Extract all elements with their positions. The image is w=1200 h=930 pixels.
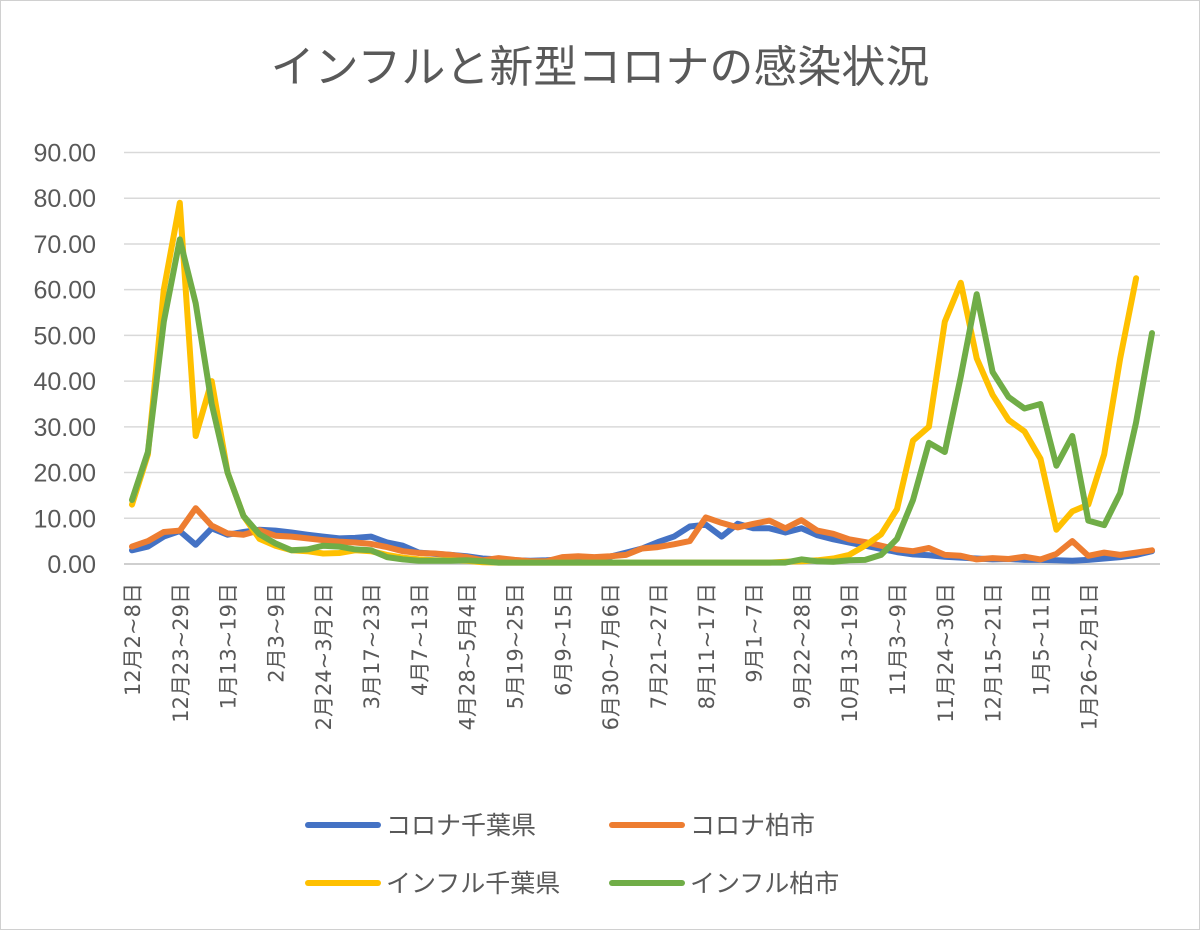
y-tick-label: 10.00 xyxy=(33,505,96,533)
x-tick-label: 6月9~15日 xyxy=(551,583,575,696)
x-tick-label: 11月24~30日 xyxy=(934,583,958,723)
x-tick-label: 6月30~7月6日 xyxy=(599,583,623,730)
x-tick-label: 3月17~23日 xyxy=(360,583,384,709)
x-tick-label: 7月21~27日 xyxy=(647,583,671,709)
y-axis-tick-labels: 0.00 10.00 20.00 30.00 40.00 50.00 60.00 70.00 8… xyxy=(33,140,96,580)
y-tick-label: 80.00 xyxy=(33,185,96,213)
x-tick-label: 1月26~2月1日 xyxy=(1077,583,1101,730)
y-tick-label: 70.00 xyxy=(33,231,96,259)
legend-label: インフル柏市 xyxy=(690,869,839,898)
x-tick-label: 5月19~25日 xyxy=(503,583,527,709)
x-tick-label: 4月7~13日 xyxy=(408,583,432,696)
series-line-1 xyxy=(129,505,1155,565)
legend-label: コロナ千葉県 xyxy=(386,811,536,840)
x-tick-label: 2月24~3月2日 xyxy=(312,583,336,730)
x-tick-label: 4月28~5月4日 xyxy=(456,583,480,730)
grid-lines xyxy=(124,151,1160,565)
series-line-2 xyxy=(129,199,1140,566)
y-tick-label: 20.00 xyxy=(33,460,96,488)
x-tick-label: 12月2~8日 xyxy=(121,583,145,696)
y-tick-label: 50.00 xyxy=(33,322,96,350)
legend-label: コロナ柏市 xyxy=(690,811,815,840)
x-tick-label: 10月13~19日 xyxy=(838,583,862,723)
y-tick-label: 30.00 xyxy=(33,414,96,442)
x-tick-label: 9月1~7日 xyxy=(743,583,767,683)
x-tick-label: 12月15~21日 xyxy=(982,583,1006,723)
x-tick-label: 1月13~19日 xyxy=(217,583,241,709)
y-tick-label: 40.00 xyxy=(33,368,96,396)
x-tick-label: 8月11~17日 xyxy=(695,583,719,709)
y-tick-label: 90.00 xyxy=(33,140,96,168)
series-line-0 xyxy=(129,520,1155,564)
chart-title: インフルと新型コロナの感染状況 xyxy=(271,42,930,93)
series-line-3 xyxy=(129,236,1155,566)
x-tick-label: 9月22~28日 xyxy=(790,583,814,709)
x-tick-label: 12月23~29日 xyxy=(169,583,193,723)
legend-label: インフル千葉県 xyxy=(386,869,560,898)
series-lines xyxy=(129,199,1155,566)
x-tick-label: 2月3~9日 xyxy=(264,583,288,683)
y-tick-label: 60.00 xyxy=(33,277,96,305)
y-tick-label: 0.00 xyxy=(47,551,96,579)
x-tick-label: 11月3~9日 xyxy=(886,583,910,696)
x-tick-label: 1月5~11日 xyxy=(1029,583,1053,696)
x-axis-tick-labels: 12月2~8日 12月23~29日 1月13~19日 2月3~9日 2月24~3月2日 3… xyxy=(121,583,1101,730)
